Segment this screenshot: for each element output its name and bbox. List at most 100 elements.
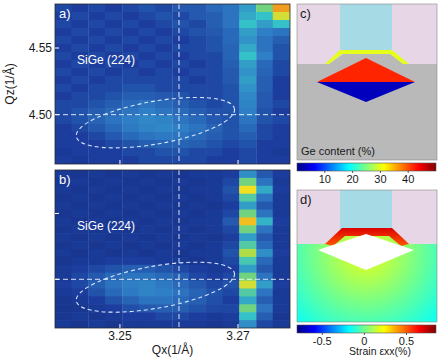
heat-cell xyxy=(89,12,106,21)
heat-cell xyxy=(172,304,189,313)
heat-cell xyxy=(256,108,273,117)
heat-cell xyxy=(172,249,189,258)
heat-cell xyxy=(139,156,156,164)
heat-cell xyxy=(122,202,139,211)
heat-cell xyxy=(155,124,172,133)
heat-cell xyxy=(206,281,223,290)
heat-cell xyxy=(139,108,156,117)
heat-cell xyxy=(139,178,156,187)
heat-cell xyxy=(155,12,172,21)
heat-cell xyxy=(71,12,88,21)
heat-cell xyxy=(189,265,206,274)
heat-cell xyxy=(155,233,172,242)
heat-cell xyxy=(122,233,139,242)
heat-cell xyxy=(172,281,189,290)
heat-cell xyxy=(223,186,240,195)
heat-cell xyxy=(239,296,256,305)
heat-cell xyxy=(105,241,122,250)
heat-cell xyxy=(89,296,106,305)
heat-cell xyxy=(172,217,189,226)
heat-cell xyxy=(155,44,172,53)
heat-cell xyxy=(239,156,256,164)
heat-cell xyxy=(89,84,106,93)
heat-cell xyxy=(155,241,172,250)
heat-cell xyxy=(89,289,106,298)
heat-cell xyxy=(55,36,72,45)
heat-cell xyxy=(206,217,223,226)
heat-cell xyxy=(189,186,206,195)
heat-cell xyxy=(71,312,88,321)
heat-cell xyxy=(206,289,223,298)
colorbar xyxy=(297,163,436,171)
heat-cell xyxy=(256,241,273,250)
heat-cell xyxy=(105,249,122,258)
heat-cell xyxy=(105,210,122,219)
heat-cell xyxy=(122,249,139,258)
heat-cell xyxy=(122,312,139,321)
heat-cell xyxy=(105,140,122,149)
heat-cell xyxy=(256,60,273,69)
heat-cell xyxy=(239,312,256,321)
heat-cell xyxy=(273,225,290,234)
heat-cell xyxy=(71,28,88,37)
heat-cell xyxy=(206,194,223,203)
heat-cell xyxy=(273,217,290,226)
heat-cell xyxy=(206,36,223,45)
heat-cell xyxy=(155,132,172,141)
heat-cell xyxy=(139,116,156,125)
heat-cell xyxy=(155,289,172,298)
heat-cell xyxy=(155,178,172,187)
heat-cell xyxy=(206,249,223,258)
heat-cell xyxy=(139,12,156,21)
colorbar-tick-label: 10 xyxy=(319,173,331,185)
heat-cell xyxy=(256,156,273,164)
heat-cell xyxy=(223,178,240,187)
heat-cell xyxy=(223,257,240,266)
heat-cell xyxy=(89,36,106,45)
plot-frame xyxy=(55,4,290,164)
heat-cell xyxy=(55,312,72,321)
heat-cell xyxy=(273,156,290,164)
heat-cell xyxy=(256,28,273,37)
heat-cell xyxy=(122,186,139,195)
heat-cell xyxy=(139,225,156,234)
heat-cell xyxy=(189,225,206,234)
heat-cell xyxy=(256,249,273,258)
x-tick xyxy=(238,324,239,328)
colorbar-tick-label: 40 xyxy=(402,173,414,185)
heat-cell xyxy=(155,36,172,45)
heat-cell xyxy=(206,233,223,242)
heat-cell xyxy=(155,194,172,203)
heat-cell xyxy=(71,296,88,305)
heat-cell xyxy=(256,296,273,305)
heat-cell xyxy=(189,210,206,219)
heat-cell xyxy=(273,178,290,187)
heat-cell xyxy=(55,52,72,61)
heat-cell xyxy=(89,76,106,85)
heat-cell xyxy=(71,132,88,141)
heat-cell xyxy=(139,186,156,195)
heat-cell xyxy=(273,148,290,157)
heat-cell xyxy=(273,36,290,45)
heat-cell xyxy=(239,92,256,101)
heat-cell xyxy=(105,100,122,109)
heat-cell xyxy=(139,202,156,211)
heat-cell xyxy=(239,225,256,234)
heat-cell xyxy=(273,210,290,219)
heat-cell xyxy=(189,148,206,157)
heat-cell xyxy=(122,108,139,117)
heat-cell xyxy=(122,132,139,141)
heat-cell xyxy=(256,186,273,195)
heat-cell xyxy=(155,257,172,266)
heat-cell xyxy=(206,68,223,77)
heat-cell xyxy=(71,178,88,187)
heat-cell xyxy=(55,265,72,274)
heat-cell xyxy=(189,289,206,298)
heat-cell xyxy=(89,273,106,282)
heat-cell xyxy=(122,20,139,29)
heat-cell xyxy=(223,68,240,77)
heat-cell xyxy=(55,156,72,164)
heat-cell xyxy=(273,241,290,250)
heat-cell xyxy=(139,52,156,61)
heat-cell xyxy=(206,265,223,274)
